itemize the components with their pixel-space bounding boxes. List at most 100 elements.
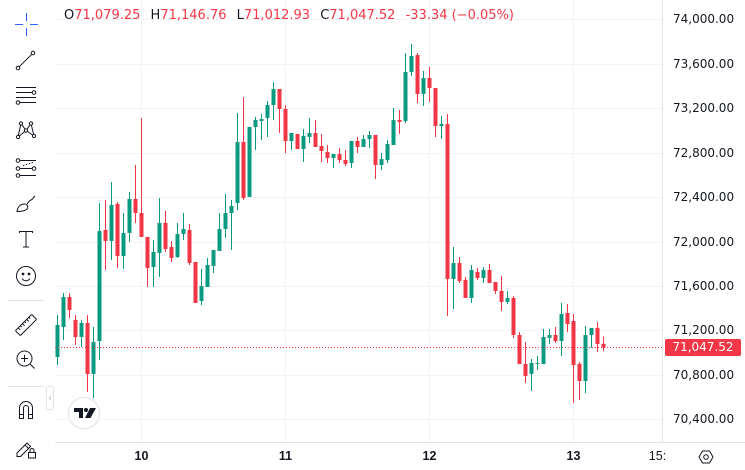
candle [175, 222, 180, 258]
candle [331, 153, 336, 168]
grid-lines [55, 0, 662, 442]
candle [463, 276, 468, 298]
chart-pane[interactable]: O71,079.25 H71,146.76 L71,012.93 C71,047… [55, 0, 662, 442]
candle [295, 133, 300, 149]
candle [265, 100, 270, 137]
candle [157, 197, 162, 277]
trend-line-tool-button[interactable] [12, 46, 40, 74]
candle [181, 212, 186, 240]
candle [343, 149, 348, 166]
candle [103, 199, 108, 270]
candle [367, 130, 372, 148]
candle [409, 43, 414, 76]
ohlc-legend: O71,079.25 H71,146.76 L71,012.93 C71,047… [64, 8, 514, 24]
candle [145, 236, 150, 287]
forecast-lines-icon [15, 158, 37, 178]
last-price-label: 71,047.52 [665, 338, 741, 356]
open-label: O [64, 8, 75, 23]
candle [121, 212, 126, 269]
price-axis[interactable]: 70,400.00 70,800.00 71,200.00 71,600.00 72,0… [662, 0, 745, 442]
candle [169, 240, 174, 262]
candle [499, 275, 504, 311]
candle [319, 133, 324, 162]
candle [163, 210, 168, 252]
candle [235, 112, 240, 210]
tradingview-logo[interactable] [68, 397, 100, 429]
candle [229, 199, 234, 250]
lock-drawings-button[interactable] [12, 433, 40, 461]
time-tick-label: 13 [566, 449, 581, 463]
brush-tool-button[interactable] [12, 190, 40, 218]
zoom-in-icon [16, 350, 35, 369]
high-label: H [150, 8, 161, 23]
chart-settings-button[interactable] [695, 448, 717, 466]
pattern-tool-button[interactable] [12, 116, 40, 144]
candle [565, 303, 570, 332]
candle [481, 266, 486, 283]
candle [271, 81, 276, 120]
magnet-tool-button[interactable] [12, 396, 40, 424]
candle [589, 327, 594, 348]
forecast-tool-button[interactable] [12, 154, 40, 182]
xabcd-pattern-icon [15, 121, 37, 140]
drawing-toolbar [0, 0, 52, 470]
candlestick-chart [55, 0, 662, 442]
candle [349, 140, 354, 168]
change-value: -33.34 (−0.05%) [405, 8, 514, 23]
candle [187, 223, 192, 265]
candle [523, 341, 528, 383]
zoom-in-tool-button[interactable] [12, 346, 40, 374]
time-tick-label: 12 [422, 449, 437, 463]
chevron-left-icon: ‹ [48, 393, 52, 404]
price-tick-label: 73,600.00 [673, 56, 735, 71]
candle [511, 295, 516, 338]
candle [277, 88, 282, 133]
candle [253, 116, 258, 150]
candle [193, 261, 198, 303]
text-icon [19, 231, 33, 248]
candle [469, 264, 474, 303]
candle [127, 191, 132, 242]
candle [385, 139, 390, 163]
candle [415, 53, 420, 103]
candle [241, 96, 246, 200]
candle [487, 263, 492, 283]
candle [217, 212, 222, 251]
measure-tool-button[interactable] [12, 311, 40, 339]
fib-lines-icon [15, 87, 37, 105]
fib-retracement-tool-button[interactable] [12, 81, 40, 109]
ruler-icon [15, 314, 37, 336]
close-value: 71,047.52 [329, 8, 396, 23]
candle [247, 126, 252, 197]
price-tick-label: 70,800.00 [673, 367, 735, 382]
price-tick-label: 73,200.00 [673, 101, 735, 116]
candle [559, 302, 564, 356]
candle [601, 336, 606, 352]
candle [457, 256, 462, 283]
price-tick-label: 72,000.00 [673, 234, 735, 249]
candle [205, 257, 210, 287]
high-value: 71,146.76 [160, 8, 227, 23]
candle [547, 328, 552, 344]
candle [445, 113, 450, 316]
price-tick-label: 70,400.00 [673, 412, 735, 427]
candle [307, 117, 312, 143]
icons-tool-button[interactable] [12, 262, 40, 290]
candle [55, 314, 60, 365]
price-tick-label: 71,200.00 [673, 323, 735, 338]
text-tool-button[interactable] [12, 225, 40, 253]
candle [397, 109, 402, 134]
candle [553, 326, 558, 343]
candle [139, 117, 144, 237]
crosshair-tool-button[interactable] [12, 10, 40, 38]
time-axis[interactable]: 10 11 12 13 15: [55, 442, 745, 470]
toolbar-separator [8, 300, 44, 301]
pencil-lock-icon [16, 442, 36, 459]
candle [379, 152, 384, 170]
candle [223, 193, 228, 238]
candle [355, 136, 360, 153]
candle [421, 70, 426, 106]
time-tick-label: 10 [134, 449, 149, 463]
collapse-toolbar-button[interactable]: ‹ [46, 386, 54, 410]
low-label: L [236, 8, 244, 23]
